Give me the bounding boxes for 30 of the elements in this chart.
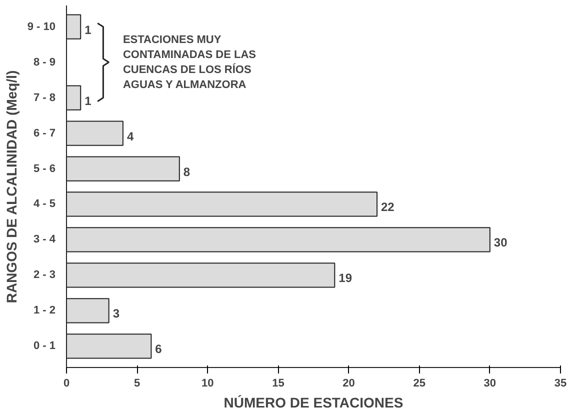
x-tick-label: 25 bbox=[413, 378, 426, 390]
y-tick-label: 0 - 1 bbox=[33, 340, 56, 352]
annotation: ESTACIONES MUY CONTAMINADAS DE LAS CUENCAS DE LOS RÍOS AGUAS Y ALMANZORA bbox=[122, 34, 256, 91]
y-tick-label: 9 - 10 bbox=[27, 20, 56, 33]
x-axis-title: NÚMERO DE ESTACIONES bbox=[224, 394, 404, 410]
x-tick-label: 30 bbox=[484, 378, 496, 390]
data-label: 8 bbox=[183, 164, 190, 179]
x-tick-label: 15 bbox=[272, 378, 284, 390]
y-tick-label: 8 - 9 bbox=[33, 56, 56, 68]
y-tick-label: 1 - 2 bbox=[33, 304, 56, 317]
y-tick-label: 7 - 8 bbox=[33, 92, 56, 104]
data-label: 19 bbox=[338, 271, 352, 286]
data-label: 22 bbox=[381, 200, 395, 214]
x-tick-label: 10 bbox=[202, 378, 214, 390]
y-tick-label: 6 - 7 bbox=[33, 127, 56, 140]
data-label: 3 bbox=[112, 306, 120, 321]
x-tick-label: 5 bbox=[134, 378, 140, 390]
data-label: 1 bbox=[84, 22, 92, 37]
x-tick-label: 20 bbox=[342, 378, 355, 390]
y-axis-title: RANGOS DE ALCALINIDAD (Meq/l) bbox=[3, 70, 20, 304]
y-tick-label: 5 - 6 bbox=[33, 162, 56, 175]
data-label: 4 bbox=[126, 129, 134, 144]
data-label: 6 bbox=[155, 342, 162, 356]
x-tick-label: 35 bbox=[554, 378, 567, 390]
data-label: 1 bbox=[84, 94, 92, 108]
y-tick-label: 3 - 4 bbox=[33, 234, 56, 246]
data-label: 30 bbox=[494, 236, 508, 250]
y-tick-label: 2 - 3 bbox=[33, 269, 56, 282]
x-tick-label: 0 bbox=[63, 378, 70, 390]
y-tick-label: 4 - 5 bbox=[33, 198, 56, 210]
